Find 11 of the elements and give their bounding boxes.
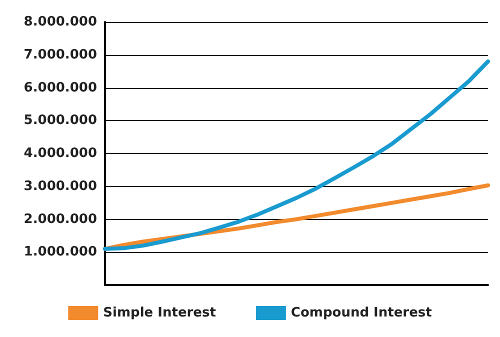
y-tick-label: 3.000.000: [24, 178, 97, 194]
y-tick-label: 1.000.000: [24, 244, 97, 260]
legend-label: Compound Interest: [290, 306, 432, 320]
line-series: [103, 59, 490, 251]
y-tick-label: 6.000.000: [24, 80, 97, 96]
y-tick-label: 7.000.000: [24, 47, 97, 62]
legend-label: Simple Interest: [103, 306, 216, 320]
y-tick-label: 4.000.000: [24, 146, 97, 161]
y-tick-label: 2.000.000: [24, 212, 97, 227]
y-tick-label: 8.000.000: [24, 14, 97, 30]
y-tick-label: 5.000.000: [24, 113, 97, 128]
